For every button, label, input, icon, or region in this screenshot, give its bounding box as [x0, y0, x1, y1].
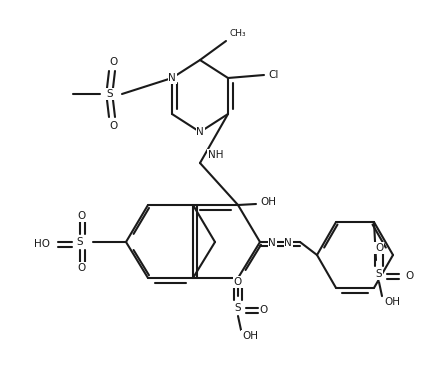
Text: CH₃: CH₃	[229, 29, 245, 38]
Text: O: O	[109, 57, 117, 67]
Text: S: S	[234, 303, 241, 313]
Text: NH: NH	[208, 150, 224, 160]
Text: N: N	[168, 73, 176, 83]
Text: N: N	[284, 238, 292, 248]
Text: Cl: Cl	[268, 70, 278, 80]
Text: OH: OH	[242, 331, 258, 341]
Text: S: S	[376, 269, 382, 279]
Text: O: O	[234, 277, 242, 287]
Text: S: S	[77, 237, 83, 247]
Text: OH: OH	[260, 197, 276, 207]
Text: O: O	[375, 243, 383, 253]
Text: O: O	[260, 305, 268, 315]
Text: HO: HO	[34, 239, 50, 249]
Text: O: O	[109, 121, 117, 131]
Text: OH: OH	[384, 297, 400, 307]
Text: N: N	[268, 238, 276, 248]
Text: O: O	[78, 211, 86, 221]
Text: O: O	[405, 271, 413, 281]
Text: S: S	[107, 89, 113, 99]
Text: N: N	[196, 127, 204, 137]
Text: O: O	[78, 263, 86, 273]
